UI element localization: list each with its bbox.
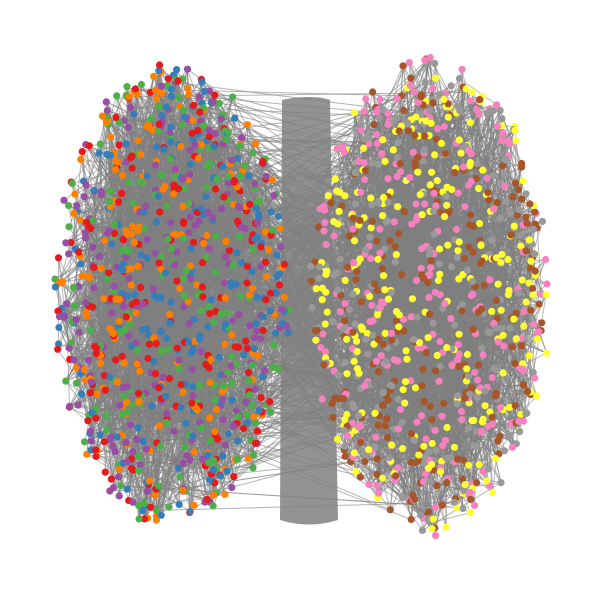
edge: [87, 262, 242, 422]
edge: [440, 471, 502, 484]
edge: [215, 459, 236, 494]
edge: [350, 461, 434, 520]
edge: [127, 144, 202, 297]
edge: [432, 512, 471, 523]
edge: [377, 61, 429, 110]
edge: [402, 65, 474, 181]
edge: [85, 216, 191, 304]
edge: [54, 278, 92, 432]
edge: [66, 303, 70, 408]
edge: [126, 441, 144, 490]
edge: [89, 375, 214, 461]
edge: [376, 485, 424, 518]
edge: [64, 151, 83, 318]
edge: [446, 288, 534, 459]
edge: [118, 212, 145, 496]
edge: [445, 106, 534, 258]
edge: [127, 411, 167, 414]
edge: [131, 467, 212, 475]
edge: [459, 78, 497, 106]
edge: [96, 139, 227, 349]
edge: [58, 343, 98, 355]
edge: [343, 430, 379, 498]
edge: [155, 243, 205, 344]
edge: [507, 141, 524, 182]
edge: [103, 298, 113, 380]
edge: [65, 242, 83, 277]
edge: [117, 125, 150, 163]
edge: [468, 322, 543, 466]
edge: [83, 180, 110, 232]
